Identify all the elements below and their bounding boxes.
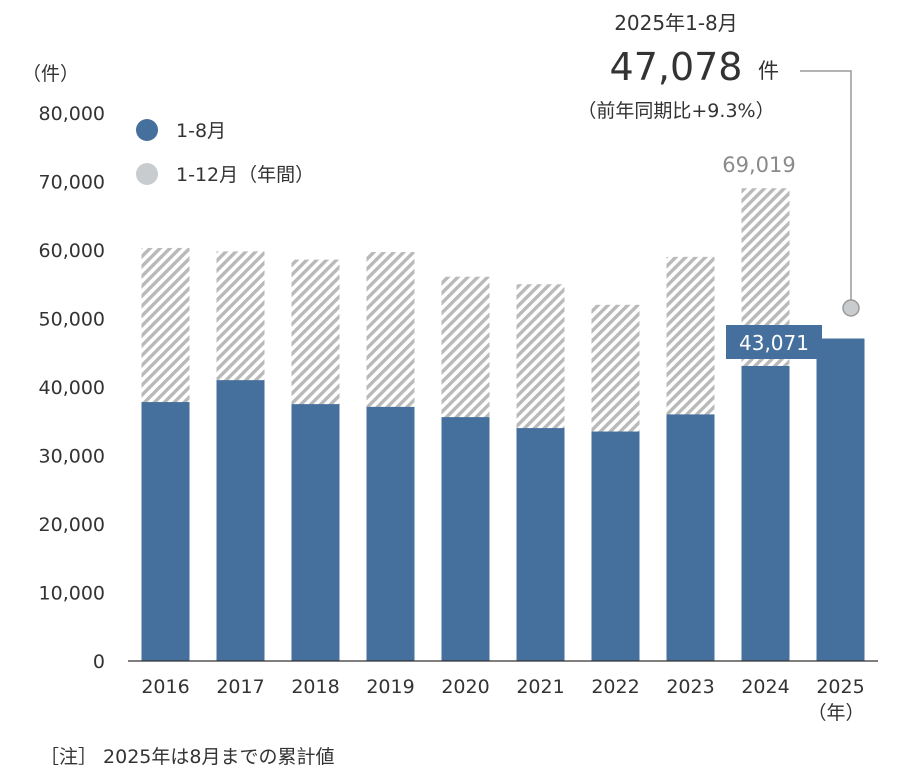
- callout-sub: （前年同期比+9.3%）: [577, 100, 774, 122]
- bar-jan-aug-2020: [441, 417, 490, 661]
- y-axis-ticks: 0 10,000 20,000 30,000 40,000 50,000 60,000 70,…: [39, 103, 105, 673]
- y-tick-label: 30,000: [39, 446, 105, 468]
- y-tick-label: 70,000: [39, 172, 105, 194]
- bar-jan-aug-2021: [516, 428, 565, 661]
- x-tick-label: 2020: [441, 676, 489, 698]
- annual-2024-value-label: 69,019: [722, 153, 795, 177]
- bar-jan-aug-2019: [366, 406, 415, 661]
- callout-2025: 2025年1-8月 47,078 件 （前年同期比+9.3%）: [577, 11, 860, 317]
- x-tick-label: 2016: [141, 676, 189, 698]
- callout-unit: 件: [758, 59, 779, 83]
- y-tick-label: 60,000: [39, 240, 105, 262]
- bar-jan-aug-2016: [141, 402, 190, 661]
- y-tick-label: 80,000: [39, 103, 105, 125]
- jan-aug-2024-value-box-bg: [726, 325, 822, 359]
- bar-jan-aug-2018: [291, 404, 340, 661]
- x-axis-unit-label: （年）: [807, 702, 864, 724]
- x-tick-label: 2022: [591, 676, 639, 698]
- x-tick-label: 2023: [666, 676, 714, 698]
- y-tick-label: 10,000: [39, 583, 105, 605]
- x-tick-label: 2018: [291, 676, 339, 698]
- jan-aug-2024-value-box: 43,071: [726, 325, 822, 359]
- y-axis-unit-label: （件）: [22, 63, 79, 85]
- callout-title: 2025年1-8月: [614, 11, 738, 35]
- jan-aug-2024-value-label: 43,071: [739, 331, 809, 355]
- x-axis-labels: 2016 2017 2018 2019 2020 2021 2022 2023 2024 2025: [141, 676, 864, 698]
- footnote: ［注］ 2025年は8月までの累計値: [40, 746, 335, 768]
- bar-jan-aug-2024: [741, 365, 790, 661]
- legend: 1-8月 1-12月（年間）: [136, 119, 314, 186]
- legend-swatch-jan-aug: [136, 119, 158, 141]
- bar-jan-aug-2022: [591, 431, 640, 661]
- legend-label-jan-aug: 1-8月: [176, 120, 226, 142]
- x-tick-label: 2024: [741, 676, 789, 698]
- x-tick-label: 2025: [816, 676, 864, 698]
- legend-label-annual: 1-12月（年間）: [176, 164, 314, 186]
- bar-jan-aug-2025: [816, 338, 865, 661]
- x-tick-label: 2021: [516, 676, 564, 698]
- x-tick-label: 2019: [366, 676, 414, 698]
- bar-jan-aug-2023: [666, 414, 715, 661]
- y-tick-label: 50,000: [39, 309, 105, 331]
- jan-aug-bars: [141, 338, 865, 661]
- bar-jan-aug-2017: [216, 380, 265, 661]
- callout-leader-line: [800, 70, 852, 300]
- y-tick-label: 0: [93, 651, 105, 673]
- y-tick-label: 40,000: [39, 377, 105, 399]
- callout-marker: [842, 299, 860, 317]
- callout-value: 47,078: [610, 45, 743, 89]
- legend-swatch-annual: [136, 163, 158, 185]
- x-tick-label: 2017: [216, 676, 264, 698]
- y-tick-label: 20,000: [39, 514, 105, 536]
